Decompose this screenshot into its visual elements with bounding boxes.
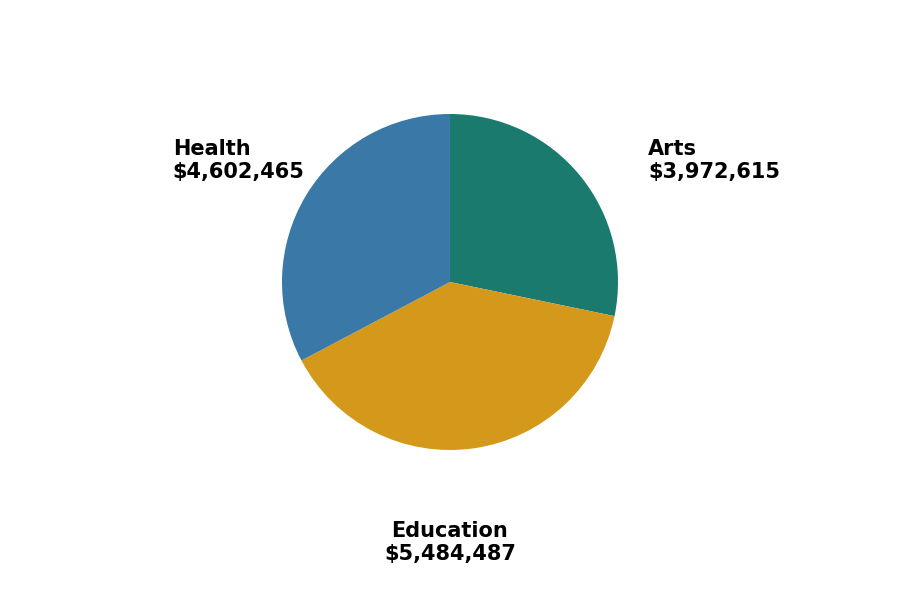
- Text: Health
$4,602,465: Health $4,602,465: [173, 139, 305, 182]
- Text: Arts
$3,972,615: Arts $3,972,615: [648, 139, 780, 182]
- Wedge shape: [282, 114, 450, 361]
- Text: Education
$5,484,487: Education $5,484,487: [384, 521, 516, 564]
- Wedge shape: [302, 282, 615, 450]
- Wedge shape: [450, 114, 618, 316]
